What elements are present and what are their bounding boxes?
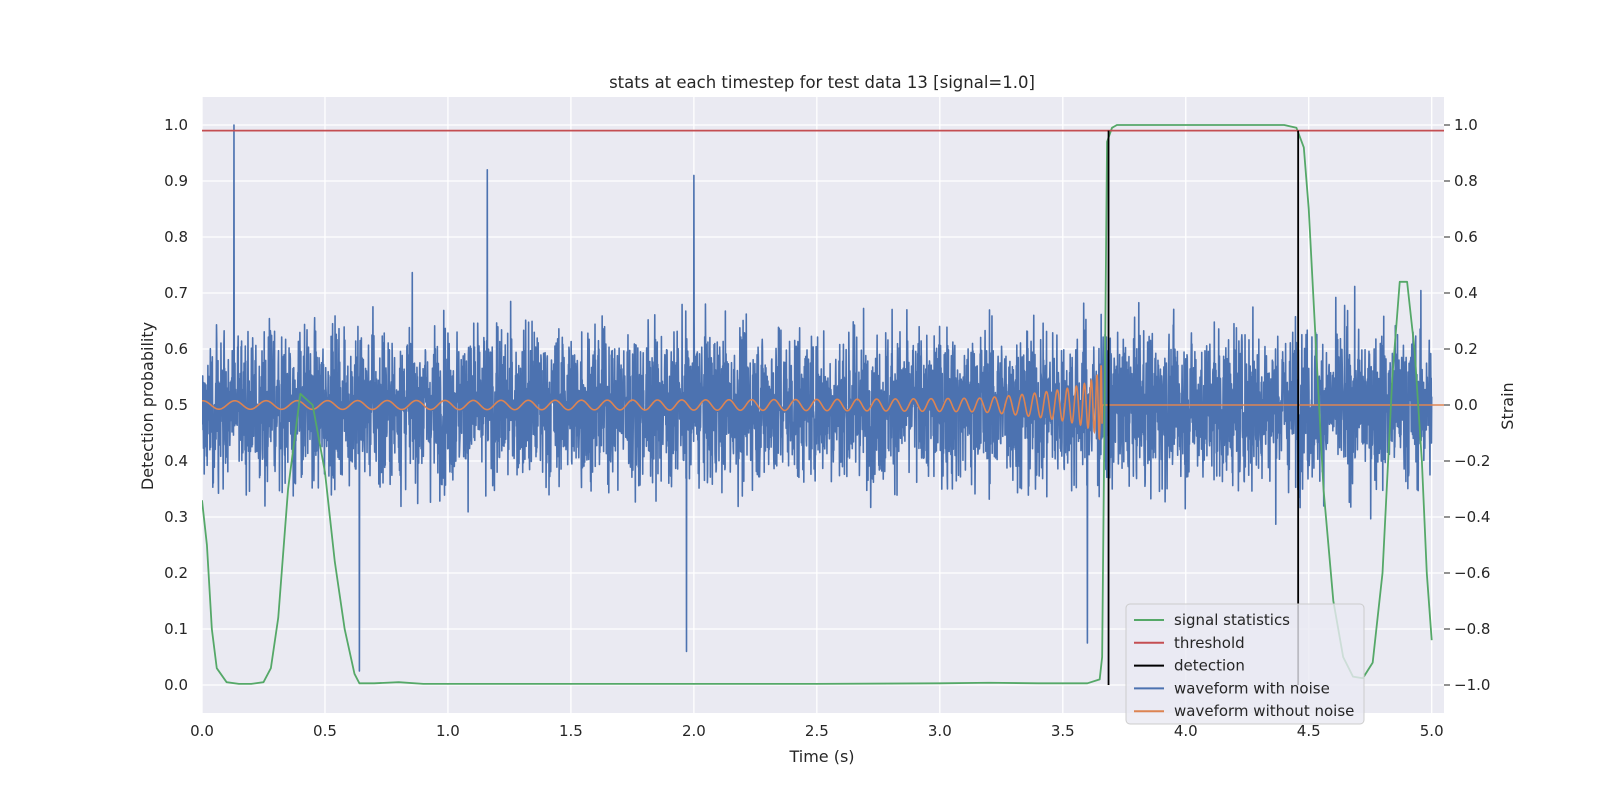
left-y-axis-label: Detection probability (138, 322, 157, 490)
left-y-tick-label: 0.6 (164, 340, 188, 358)
right-y-tick-label: 0.8 (1454, 172, 1478, 190)
x-axis-label: Time (s) (788, 747, 854, 766)
x-tick-label: 0.5 (313, 722, 337, 740)
legend: signal statistics threshold detection wavef… (1125, 603, 1365, 725)
left-y-tick-label: 0.9 (164, 172, 188, 190)
x-tick-label: 4.0 (1174, 722, 1198, 740)
legend-entry-label: waveform with noise (1174, 679, 1330, 697)
left-y-tick-label: 0.2 (164, 564, 188, 582)
x-tick-label: 1.0 (436, 722, 460, 740)
right-y-tick-label: 0.2 (1454, 340, 1478, 358)
x-tick-label: 0.0 (190, 722, 214, 740)
legend-entry-label: threshold (1174, 634, 1245, 652)
left-y-tick-label: 0.1 (164, 620, 188, 638)
legend-box (1125, 603, 1365, 725)
right-y-tick-label: −0.6 (1454, 564, 1490, 582)
left-y-tick-label: 0.5 (164, 396, 188, 414)
x-tick-label: 1.5 (559, 722, 583, 740)
legend-entry-label: waveform without noise (1174, 702, 1354, 720)
x-tick-label: 5.0 (1420, 722, 1444, 740)
x-tick-label: 2.0 (682, 722, 706, 740)
series-waveform-without-noise (202, 365, 1444, 441)
series-waveform-with-noise (202, 124, 1433, 672)
legend-entry-label: signal statistics (1174, 611, 1290, 629)
x-tick-label: 3.0 (928, 722, 952, 740)
left-y-tick-label: 0.8 (164, 228, 188, 246)
right-y-tick-label: 0.6 (1454, 228, 1478, 246)
x-tick-label: 4.5 (1297, 722, 1321, 740)
right-y-tick-label: 0.4 (1454, 284, 1478, 302)
right-y-tick-label: −0.8 (1454, 620, 1490, 638)
left-y-tick-label: 0.7 (164, 284, 188, 302)
x-tick-label: 3.5 (1051, 722, 1075, 740)
right-y-axis-ticks: −1.0 −0.8 −0.6 −0.4 −0.2 0.0 0.2 0.4 0.6 0.8 1.0 (1444, 116, 1490, 694)
x-tick-label: 2.5 (805, 722, 829, 740)
left-y-tick-label: 0.0 (164, 676, 188, 694)
chart-title: stats at each timestep for test data 13 … (609, 73, 1035, 92)
right-y-axis-label: Strain (1498, 382, 1517, 429)
right-y-tick-label: −0.4 (1454, 508, 1490, 526)
left-y-tick-label: 0.4 (164, 452, 188, 470)
right-y-tick-label: 1.0 (1454, 116, 1478, 134)
right-y-tick-label: −1.0 (1454, 676, 1490, 694)
right-y-tick-label: 0.0 (1454, 396, 1478, 414)
x-axis-ticks: 0.0 0.5 1.0 1.5 2.0 2.5 3.0 3.5 4.0 4.5 5.0 (190, 722, 1444, 740)
legend-entry-label: detection (1174, 657, 1245, 675)
left-y-tick-label: 1.0 (164, 116, 188, 134)
plot-area (202, 124, 1444, 685)
left-y-axis-ticks: 0.0 0.1 0.2 0.3 0.4 0.5 0.6 0.7 0.8 0.9 1.0 (164, 116, 188, 694)
right-y-tick-label: −0.2 (1454, 452, 1490, 470)
left-y-tick-label: 0.3 (164, 508, 188, 526)
